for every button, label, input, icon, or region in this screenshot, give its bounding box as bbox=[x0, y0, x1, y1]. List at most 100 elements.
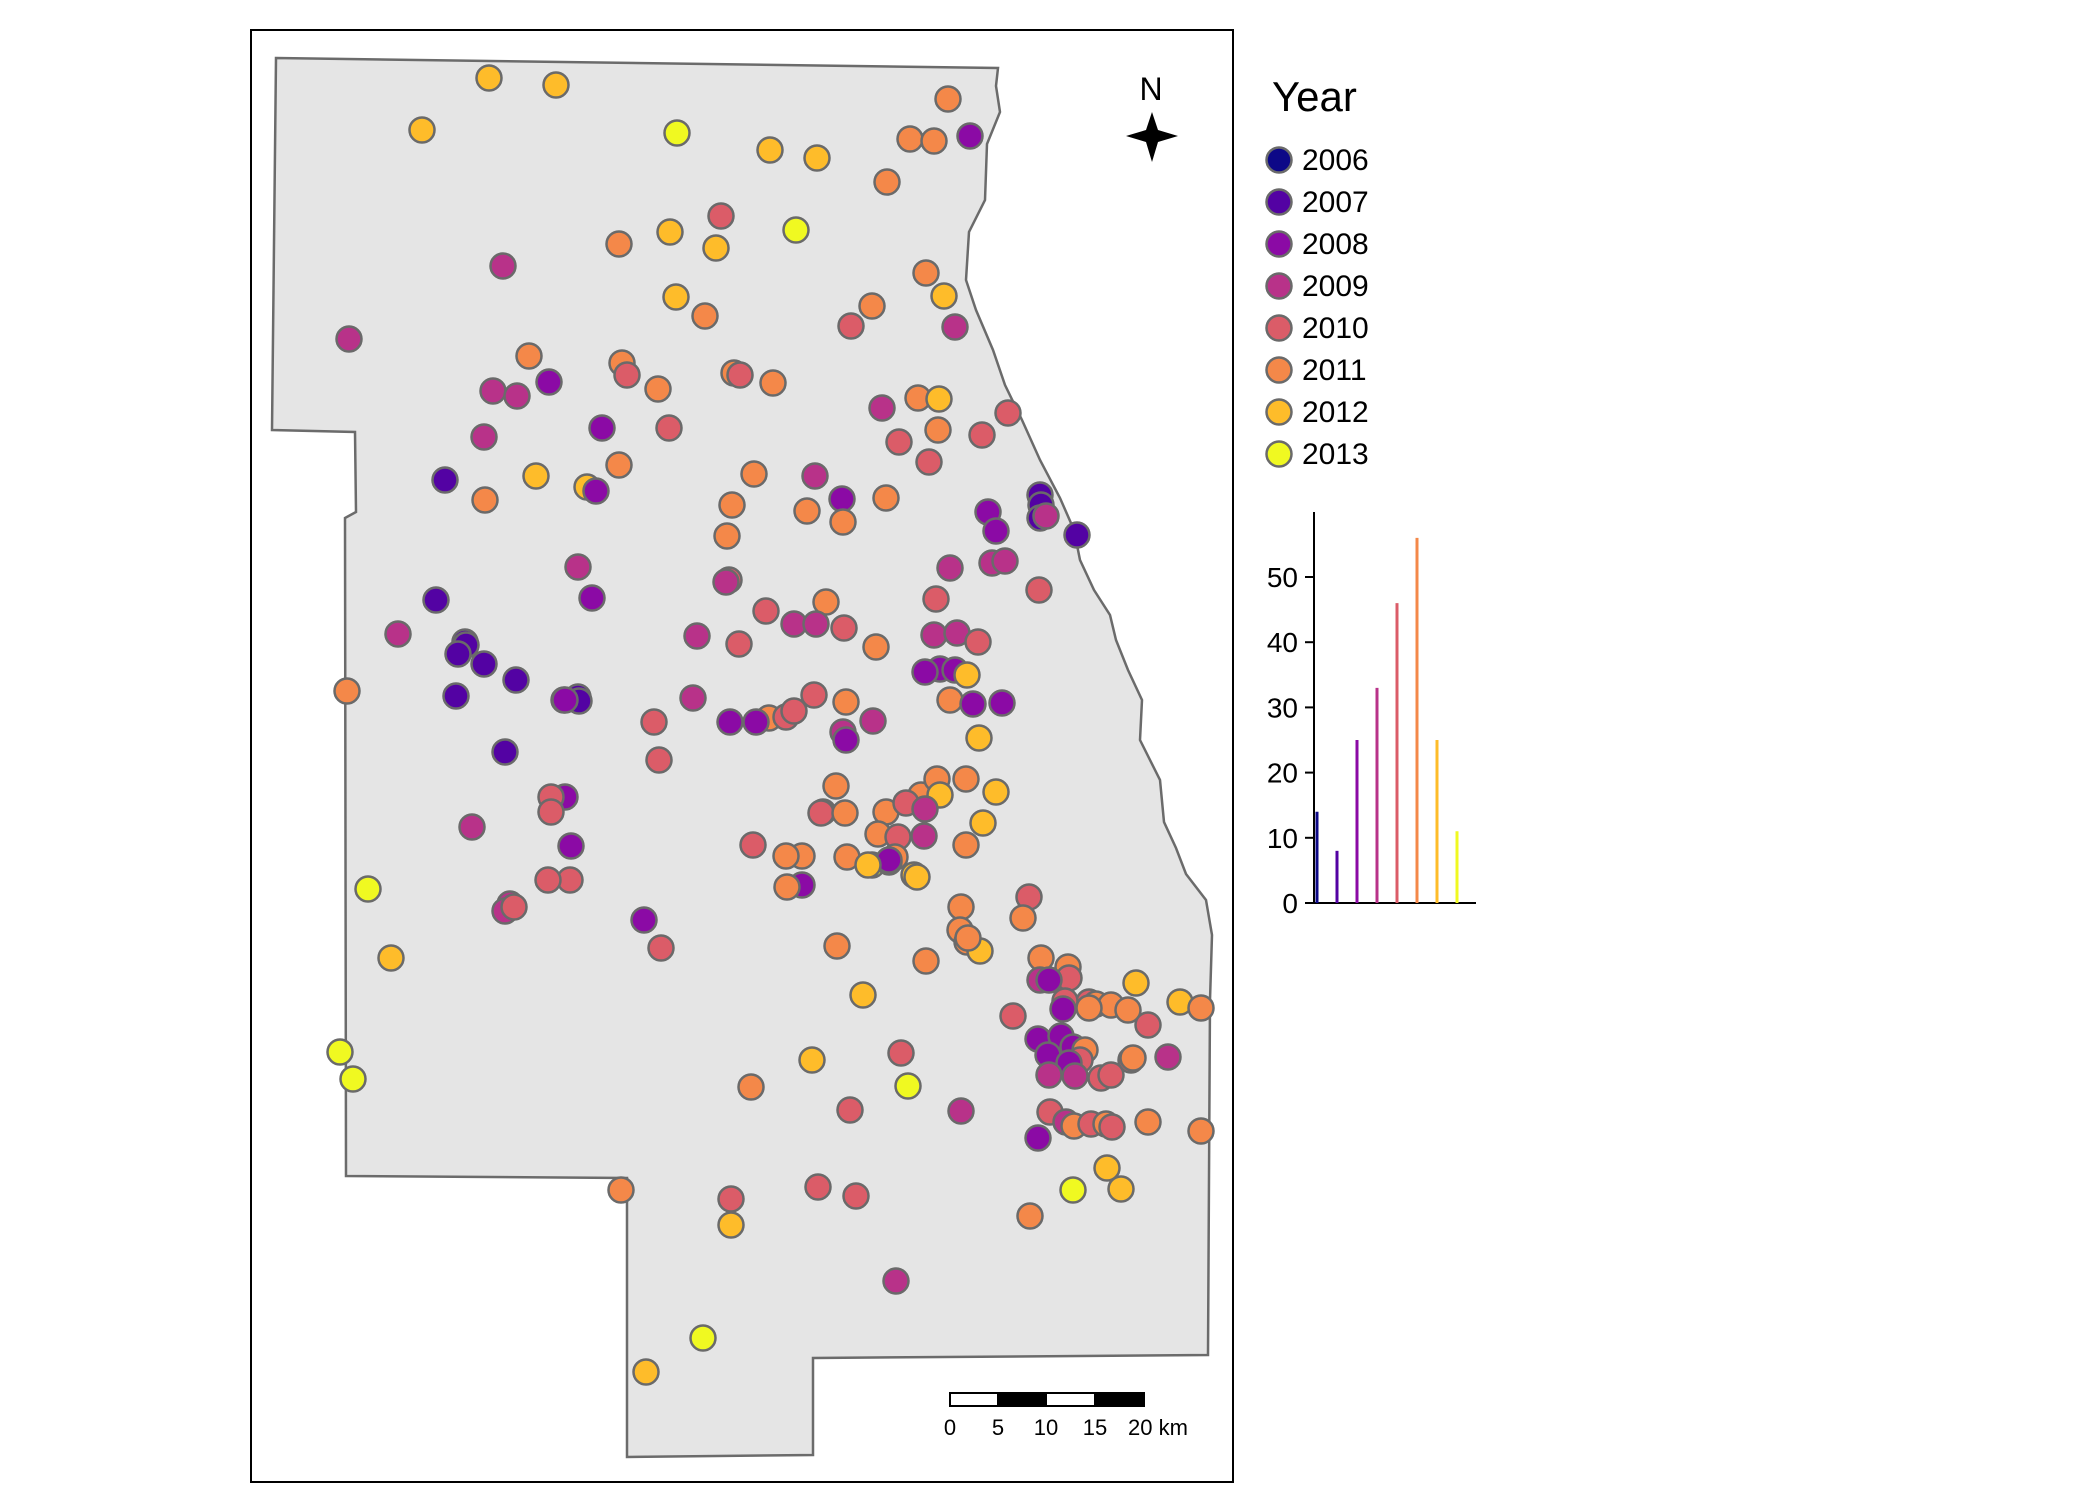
site-point bbox=[1035, 1061, 1063, 1089]
site-point bbox=[911, 658, 939, 686]
site-point bbox=[924, 416, 952, 444]
site-point bbox=[739, 831, 767, 859]
county-boundary bbox=[270, 56, 1214, 1459]
site-point bbox=[702, 234, 730, 262]
site-point bbox=[941, 313, 969, 341]
site-point bbox=[689, 1324, 717, 1352]
scale-segment bbox=[997, 1392, 1047, 1407]
site-point bbox=[911, 795, 939, 823]
site-point bbox=[903, 863, 931, 891]
site-point bbox=[613, 361, 641, 389]
site-point bbox=[582, 477, 610, 505]
site-point bbox=[742, 708, 770, 736]
site-point bbox=[717, 1185, 745, 1213]
site-point bbox=[782, 216, 810, 244]
site-point bbox=[952, 831, 980, 859]
legend-swatch bbox=[1265, 440, 1293, 468]
legend-title: Year bbox=[1272, 73, 1357, 120]
site-point bbox=[752, 597, 780, 625]
site-point bbox=[551, 686, 579, 714]
site-point bbox=[740, 460, 768, 488]
site-point bbox=[882, 1267, 910, 1295]
site-point bbox=[645, 746, 673, 774]
site-point bbox=[1154, 1043, 1182, 1071]
legend-label: 2007 bbox=[1302, 186, 1369, 219]
site-point bbox=[542, 71, 570, 99]
site-point bbox=[408, 116, 436, 144]
site-point bbox=[475, 64, 503, 92]
site-point bbox=[822, 772, 850, 800]
site-point bbox=[947, 1097, 975, 1125]
site-point bbox=[925, 385, 953, 413]
site-point bbox=[1122, 969, 1150, 997]
site-point bbox=[662, 283, 690, 311]
site-point bbox=[982, 778, 1010, 806]
site-point bbox=[772, 842, 800, 870]
site-point bbox=[712, 568, 740, 596]
legend: Year 2006 2007 2008 2009 2010 2011 2012 2013 bbox=[1265, 73, 1369, 471]
site-point bbox=[647, 934, 675, 962]
site-point bbox=[854, 851, 882, 879]
site-point bbox=[832, 688, 860, 716]
north-arrow-icon bbox=[1126, 112, 1178, 162]
site-point bbox=[930, 282, 958, 310]
site-point bbox=[849, 981, 877, 1009]
site-point bbox=[793, 497, 821, 525]
site-point bbox=[630, 906, 658, 934]
site-point bbox=[1114, 996, 1142, 1024]
site-point bbox=[534, 866, 562, 894]
scale-label: 15 bbox=[1083, 1415, 1107, 1440]
site-point bbox=[887, 1039, 915, 1067]
site-point bbox=[842, 1182, 870, 1210]
site-point bbox=[1119, 1044, 1147, 1072]
site-point bbox=[969, 809, 997, 837]
north-arrow: N bbox=[1126, 71, 1178, 162]
legend-swatch bbox=[1265, 188, 1293, 216]
site-point bbox=[537, 798, 565, 826]
site-point bbox=[717, 1211, 745, 1239]
site-point bbox=[858, 292, 886, 320]
site-point bbox=[500, 893, 528, 921]
scale-segment bbox=[1045, 1392, 1096, 1407]
site-point bbox=[431, 466, 459, 494]
site-point bbox=[578, 584, 606, 612]
legend-label: 2012 bbox=[1302, 396, 1369, 429]
site-point bbox=[920, 127, 948, 155]
site-point bbox=[964, 628, 992, 656]
site-point bbox=[988, 689, 1016, 717]
site-point bbox=[422, 586, 450, 614]
site-point bbox=[1187, 1117, 1215, 1145]
site-point bbox=[335, 325, 363, 353]
site-point bbox=[656, 218, 684, 246]
legend-label: 2009 bbox=[1302, 270, 1369, 303]
site-point bbox=[837, 312, 865, 340]
site-point bbox=[1187, 994, 1215, 1022]
site-point bbox=[952, 765, 980, 793]
site-point bbox=[607, 1176, 635, 1204]
site-point bbox=[828, 485, 856, 513]
site-point bbox=[836, 1096, 864, 1124]
site-point bbox=[503, 382, 531, 410]
site-point bbox=[999, 1002, 1027, 1030]
histogram-tick-label: 20 bbox=[1267, 758, 1298, 789]
site-point bbox=[737, 1073, 765, 1101]
site-point bbox=[1093, 1154, 1121, 1182]
site-point bbox=[800, 681, 828, 709]
site-point bbox=[991, 547, 1019, 575]
site-point bbox=[1035, 966, 1063, 994]
site-point bbox=[713, 522, 741, 550]
site-point bbox=[354, 875, 382, 903]
scale-segment bbox=[949, 1392, 999, 1407]
site-point bbox=[829, 508, 857, 536]
site-point bbox=[920, 621, 948, 649]
site-point bbox=[479, 377, 507, 405]
site-point bbox=[564, 553, 592, 581]
site-point bbox=[1061, 1062, 1089, 1090]
site-point bbox=[798, 1046, 826, 1074]
histogram-tick-label: 50 bbox=[1267, 562, 1298, 593]
site-point bbox=[1009, 904, 1037, 932]
site-point bbox=[910, 822, 938, 850]
site-point bbox=[994, 399, 1022, 427]
site-point bbox=[683, 622, 711, 650]
